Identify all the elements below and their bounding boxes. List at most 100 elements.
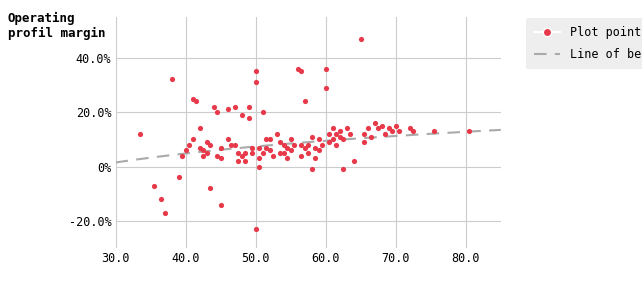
Point xyxy=(195,145,205,150)
Point xyxy=(338,137,349,142)
Point xyxy=(261,137,272,142)
Point xyxy=(254,156,265,161)
Point xyxy=(191,99,201,103)
Point xyxy=(216,145,226,150)
Point xyxy=(229,104,239,109)
Point xyxy=(303,151,313,155)
Legend: Plot point, Line of best fit: Plot point, Line of best fit xyxy=(526,18,642,69)
Point xyxy=(324,132,334,136)
Point xyxy=(180,148,191,153)
Point xyxy=(240,151,250,155)
Point xyxy=(247,151,257,155)
Point xyxy=(356,36,366,41)
Point xyxy=(216,156,226,161)
Point xyxy=(198,153,208,158)
Point xyxy=(250,227,261,231)
Point xyxy=(331,142,342,147)
Point xyxy=(135,132,145,136)
Point xyxy=(202,140,212,144)
Point xyxy=(250,69,261,74)
Point xyxy=(363,126,373,131)
Point xyxy=(310,156,320,161)
Point xyxy=(279,151,289,155)
Point xyxy=(310,145,320,150)
Point xyxy=(149,183,159,188)
Point xyxy=(268,153,278,158)
Point xyxy=(324,140,334,144)
Point xyxy=(233,159,243,163)
Point xyxy=(156,197,166,201)
Point xyxy=(429,129,439,133)
Point xyxy=(327,126,338,131)
Point xyxy=(296,69,306,74)
Point xyxy=(359,140,369,144)
Point xyxy=(202,151,212,155)
Point xyxy=(408,129,419,133)
Point xyxy=(370,121,380,125)
Point xyxy=(366,134,376,139)
Point xyxy=(254,145,265,150)
Point xyxy=(387,129,397,133)
Point xyxy=(272,132,282,136)
Point xyxy=(334,129,345,133)
Point xyxy=(173,175,184,180)
Point xyxy=(205,142,215,147)
Point xyxy=(390,124,401,128)
Point xyxy=(187,96,198,101)
Point xyxy=(216,202,226,207)
Point xyxy=(223,107,233,112)
Point xyxy=(257,151,268,155)
Point xyxy=(279,142,289,147)
Point xyxy=(240,159,250,163)
Point xyxy=(187,137,198,142)
Point xyxy=(345,132,355,136)
Point xyxy=(247,145,257,150)
Point xyxy=(320,85,331,90)
Point xyxy=(334,134,345,139)
Point xyxy=(464,129,474,133)
Point xyxy=(306,167,317,171)
Point xyxy=(233,151,243,155)
Point xyxy=(282,156,292,161)
Point xyxy=(331,132,342,136)
Point xyxy=(289,142,299,147)
Point xyxy=(296,142,306,147)
Point xyxy=(303,142,313,147)
Point xyxy=(236,113,247,117)
Point xyxy=(212,153,222,158)
Point xyxy=(212,110,222,114)
Point xyxy=(380,132,390,136)
Point xyxy=(327,137,338,142)
Point xyxy=(254,164,265,169)
Point xyxy=(177,153,187,158)
Point xyxy=(265,148,275,153)
Point xyxy=(394,129,404,133)
Point xyxy=(159,211,169,215)
Text: ES: ES xyxy=(520,281,535,282)
Point xyxy=(373,126,383,131)
Point xyxy=(166,77,177,82)
Point xyxy=(377,124,387,128)
Point xyxy=(296,153,306,158)
Point xyxy=(359,132,369,136)
Point xyxy=(320,66,331,71)
Point xyxy=(265,137,275,142)
Point xyxy=(243,115,254,120)
Point xyxy=(317,142,327,147)
Text: Operating
profil margin: Operating profil margin xyxy=(8,12,105,41)
Point xyxy=(300,99,310,103)
Point xyxy=(286,137,296,142)
Point xyxy=(300,145,310,150)
Point xyxy=(250,80,261,85)
Point xyxy=(261,145,272,150)
Point xyxy=(404,126,415,131)
Point xyxy=(243,104,254,109)
Point xyxy=(313,148,324,153)
Point xyxy=(342,126,352,131)
Point xyxy=(293,66,303,71)
Point xyxy=(198,148,208,153)
Point xyxy=(306,134,317,139)
Point xyxy=(257,110,268,114)
Point xyxy=(223,137,233,142)
Point xyxy=(236,153,247,158)
